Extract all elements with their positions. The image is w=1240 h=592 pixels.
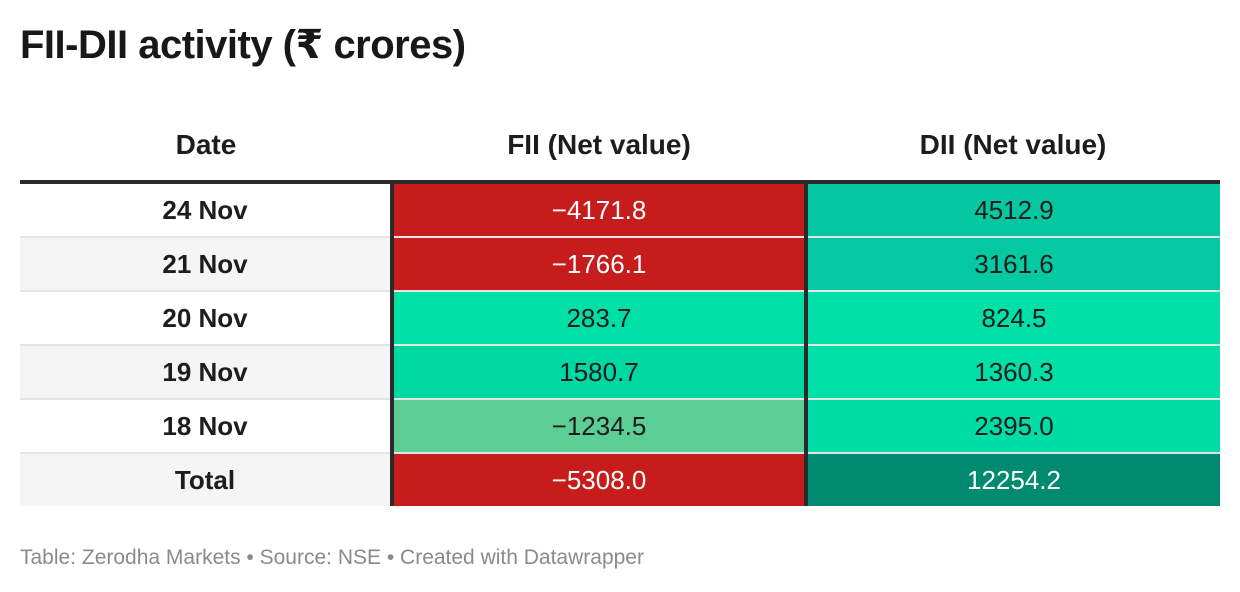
row-date-cell: 18 Nov <box>20 399 394 454</box>
fii-value-cell: 1580.7 <box>392 345 808 400</box>
fii-dii-table: Date FII (Net value) DII (Net value) 24 … <box>20 110 1220 506</box>
row-date-cell: 20 Nov <box>20 291 394 346</box>
table-row: 20 Nov 283.7 824.5 <box>20 291 1220 346</box>
table-row: 18 Nov −1234.5 2395.0 <box>20 399 1220 454</box>
fii-value-cell: −1766.1 <box>392 237 808 292</box>
row-date-cell: 21 Nov <box>20 237 394 292</box>
dii-total-cell: 12254.2 <box>806 453 1220 506</box>
table-row: 19 Nov 1580.7 1360.3 <box>20 345 1220 400</box>
dii-value-cell: 1360.3 <box>806 345 1220 400</box>
fii-value-cell: −1234.5 <box>392 399 808 454</box>
row-date-cell: Total <box>20 453 394 506</box>
column-header-fii: FII (Net value) <box>392 110 806 184</box>
fii-value-cell: 283.7 <box>392 291 808 346</box>
column-header-date: Date <box>20 110 392 184</box>
dii-value-cell: 824.5 <box>806 291 1220 346</box>
page-title: FII-DII activity (₹ crores) <box>20 23 466 67</box>
fii-value-cell: −4171.8 <box>392 182 808 238</box>
column-header-dii: DII (Net value) <box>806 110 1220 184</box>
source-credit: Table: Zerodha Markets • Source: NSE • C… <box>20 546 644 569</box>
table-row-total: Total −5308.0 12254.2 <box>20 453 1220 506</box>
table-header-row: Date FII (Net value) DII (Net value) <box>20 110 1220 184</box>
dii-value-cell: 3161.6 <box>806 237 1220 292</box>
dii-value-cell: 2395.0 <box>806 399 1220 454</box>
dii-value-cell: 4512.9 <box>806 182 1220 238</box>
fii-total-cell: −5308.0 <box>392 453 808 506</box>
table-row: 21 Nov −1766.1 3161.6 <box>20 237 1220 292</box>
row-date-cell: 24 Nov <box>20 182 394 238</box>
row-date-cell: 19 Nov <box>20 345 394 400</box>
table-row: 24 Nov −4171.8 4512.9 <box>20 182 1220 238</box>
